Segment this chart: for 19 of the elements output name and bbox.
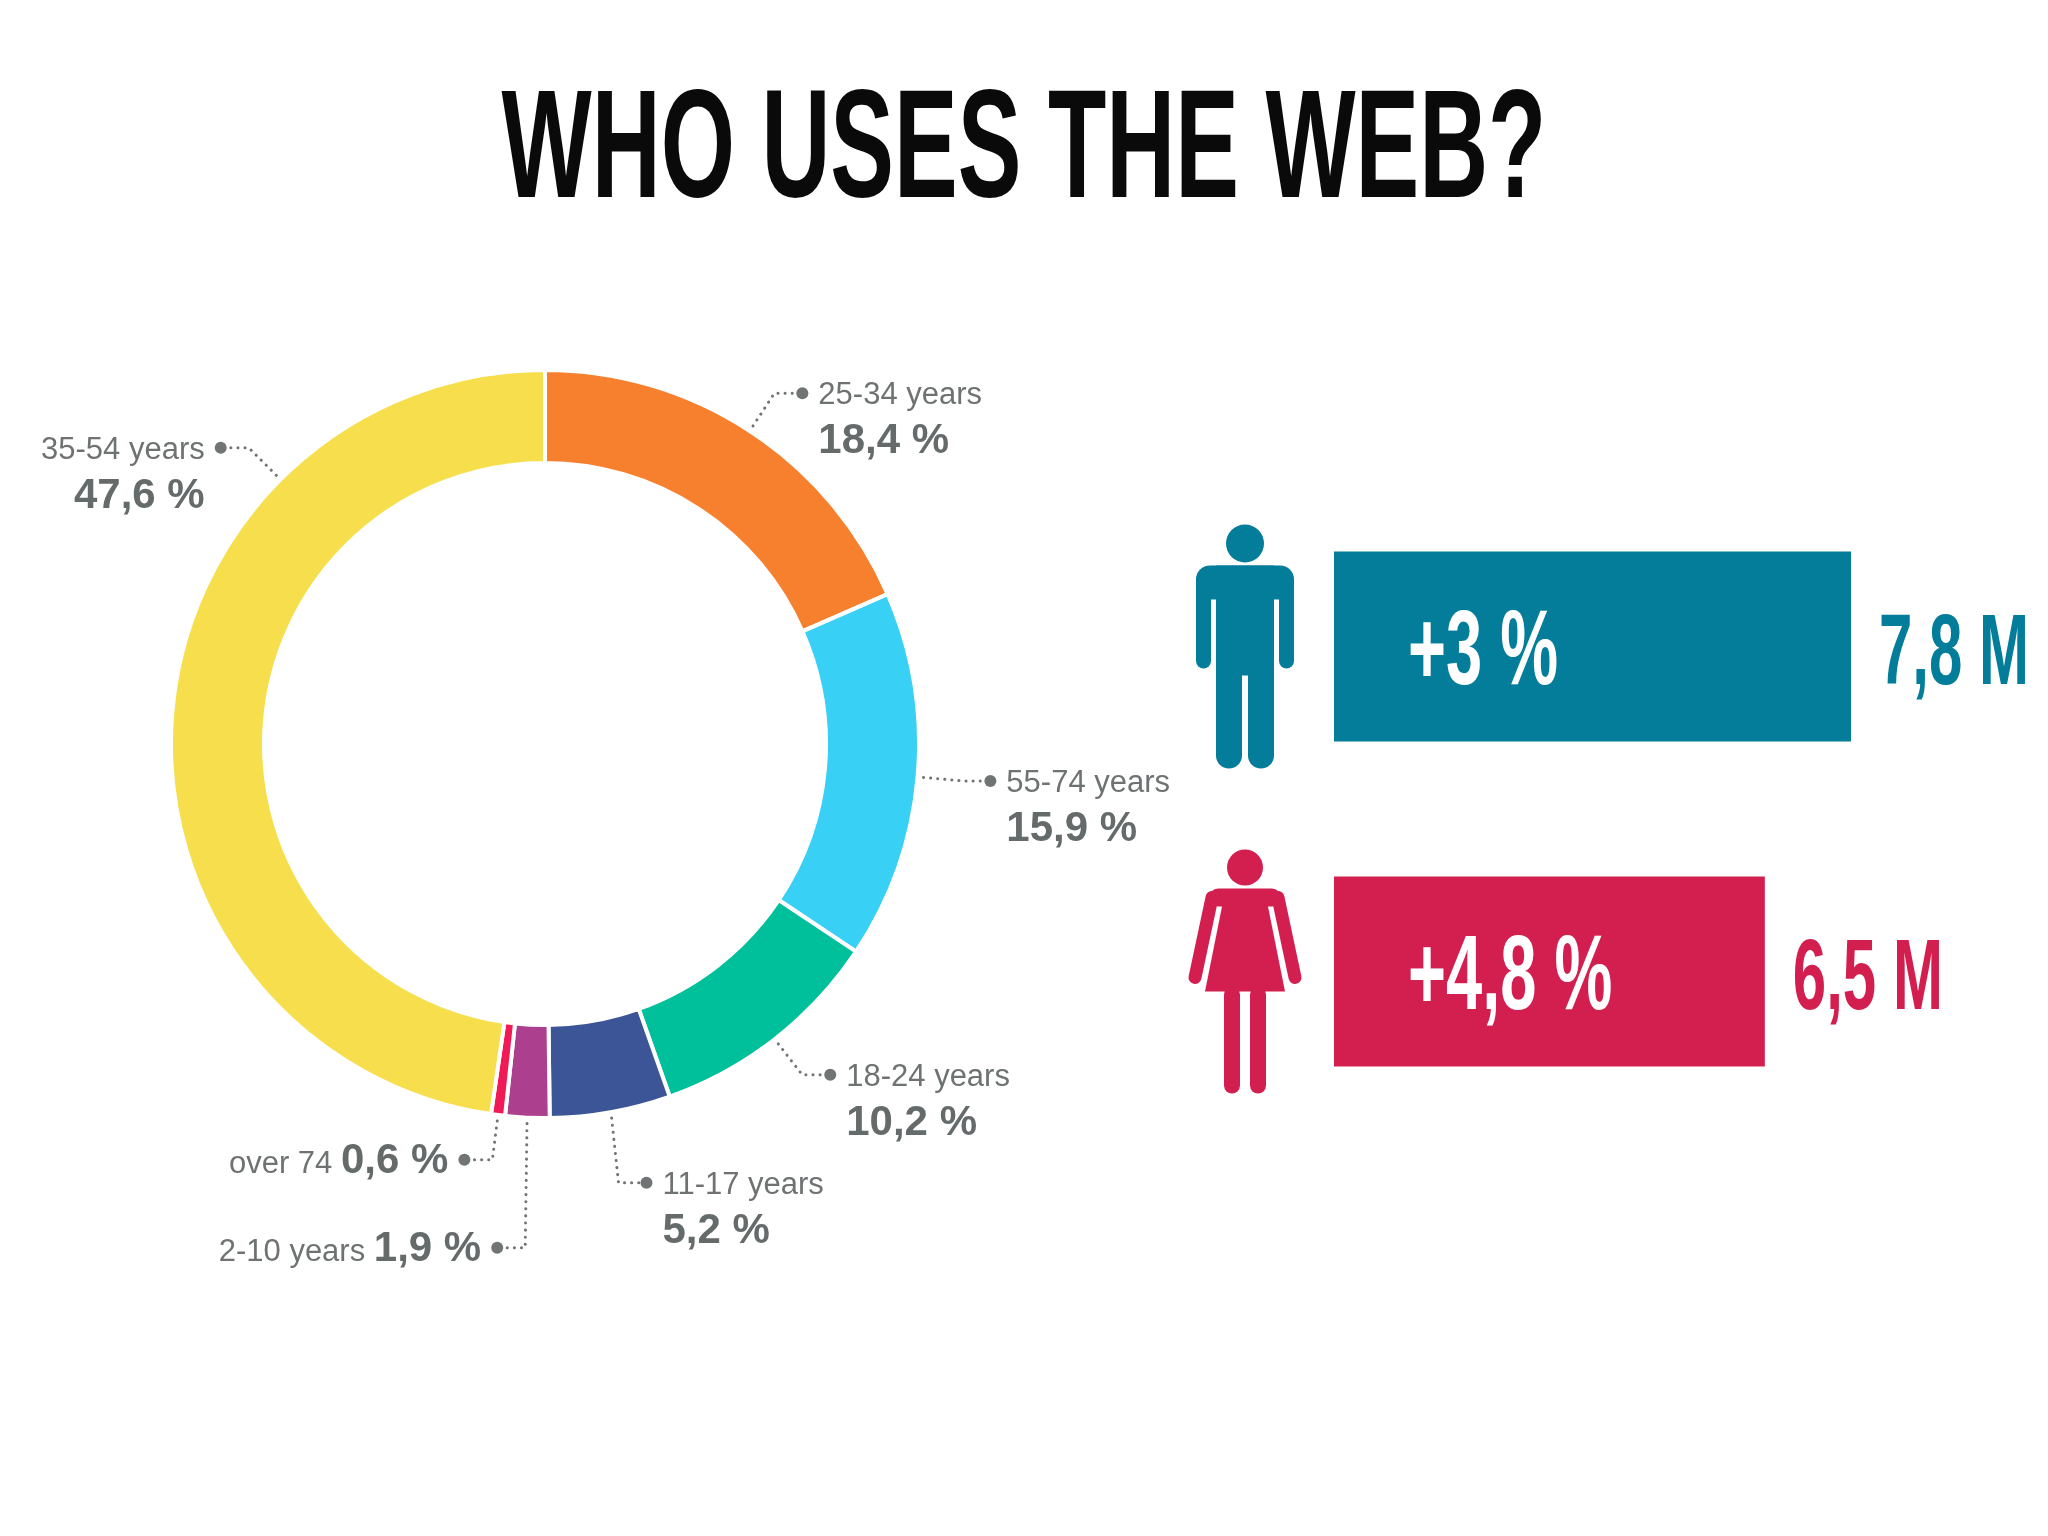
slice-label: 25-34 years xyxy=(818,376,983,412)
data-label: 47,6 % xyxy=(73,469,205,517)
data-label: 18,4 % xyxy=(818,415,950,463)
slice-label: 18-24 years xyxy=(846,1057,1010,1093)
data-label: 6,5 M xyxy=(1792,917,1943,1030)
slice-label: over 74 xyxy=(228,1144,333,1180)
data-label: 10,2 % xyxy=(846,1096,978,1144)
slice-label: 35-54 years xyxy=(41,430,205,466)
data-label: 15,9 % xyxy=(1006,802,1138,850)
data-label: 1,9 % xyxy=(373,1222,482,1270)
data-label: 0,6 % xyxy=(340,1134,449,1182)
data-label: 5,2 % xyxy=(662,1204,770,1252)
annotation: +4,8 % xyxy=(1408,913,1613,1032)
annotation: +3 % xyxy=(1408,588,1559,707)
data-label: 7,8 M xyxy=(1879,592,2030,705)
slice-label: 2-10 years xyxy=(218,1232,366,1268)
slice-label: 55-74 years xyxy=(1006,763,1171,799)
slice-label: 11-17 years xyxy=(662,1165,824,1201)
chart-title: WHO USES THE WEB? xyxy=(501,57,1547,230)
